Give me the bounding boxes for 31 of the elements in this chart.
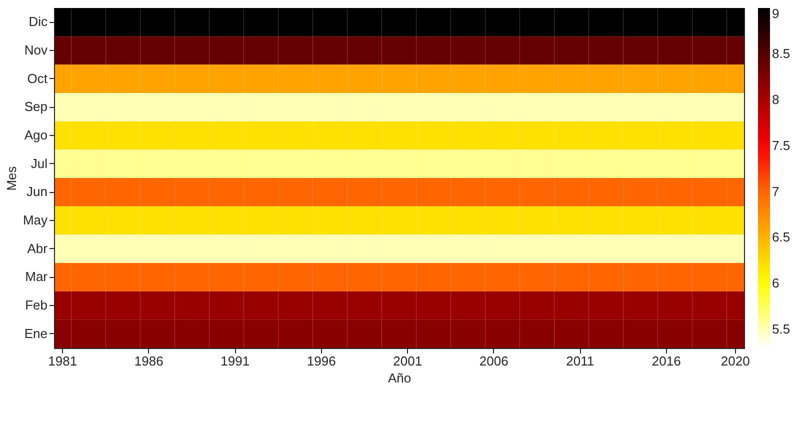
y-tick-label: Jul [30, 156, 48, 171]
y-tick-label: Feb [25, 298, 48, 312]
y-tick-label: May [22, 212, 48, 228]
color-bar-label: 8 [772, 92, 780, 107]
y-tick-label: Ene [24, 326, 48, 341]
x-tick-label: 2001 [393, 354, 422, 368]
x-tick-label: 2016 [652, 354, 681, 368]
color-bar-label: 6 [772, 276, 780, 291]
y-tick-label: Sep [24, 99, 48, 114]
color-bar-label: 6.5 [772, 230, 790, 245]
x-tick-label: 1986 [134, 354, 164, 368]
x-tick-label: 1991 [220, 354, 250, 368]
y-tick-label: Mar [25, 269, 48, 284]
y-tick-label: Oct [27, 70, 48, 86]
color-bar-label: 7 [772, 184, 780, 199]
color-bar-label: 8.5 [772, 46, 790, 61]
x-tick-label: 2006 [479, 354, 508, 368]
y-tick-label: Nov [24, 42, 48, 58]
color-bar-label: 7.5 [772, 138, 790, 153]
y-axis-title: Mes [4, 166, 19, 191]
x-tick-label: 1981 [48, 354, 78, 368]
color-bar-label: 9 [772, 6, 780, 21]
y-tick-label: Ago [24, 128, 48, 142]
color-bar-label: 5.5 [772, 322, 790, 337]
x-tick-label: 1996 [306, 354, 336, 368]
x-axis-title: Año [388, 370, 412, 386]
y-tick-label: Dic [28, 14, 48, 30]
x-tick-label: 2011 [566, 354, 594, 368]
y-tick-label: Abr [27, 240, 48, 256]
y-tick-label: Jun [26, 184, 48, 200]
x-tick-label: 2020 [720, 354, 750, 368]
